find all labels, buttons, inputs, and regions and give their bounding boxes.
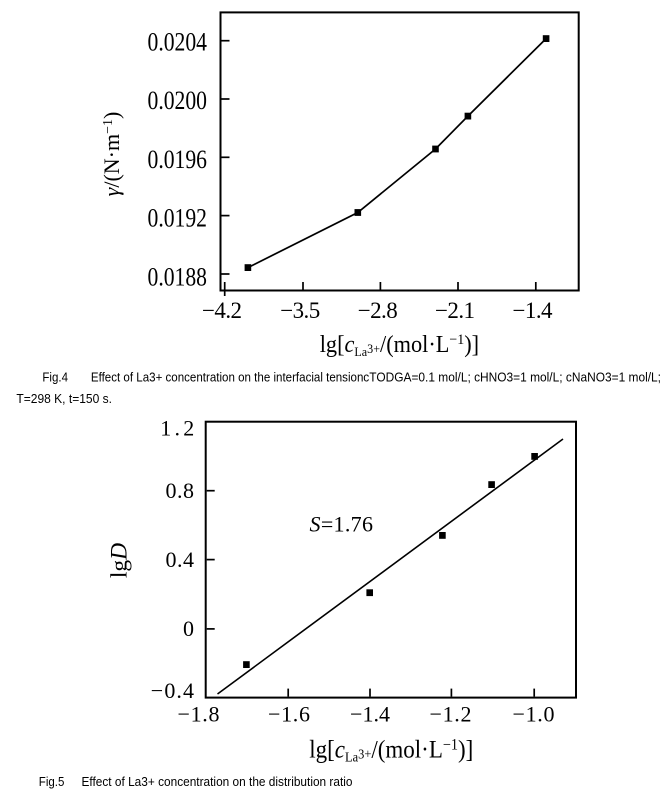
svg-text:lg[cLa3+/(mol·L−1)]: lg[cLa3+/(mol·L−1)] [320, 331, 479, 359]
svg-text:γ/(N·m−1): γ/(N·m−1) [99, 112, 124, 197]
svg-text:cTODGA=0.1 mol/L; cHNO3=1 mol/: cTODGA=0.1 mol/L; cHNO3=1 mol/L; cNaNO3=… [363, 371, 661, 385]
svg-text:−2.1: −2.1 [435, 298, 475, 323]
svg-text:−3.5: −3.5 [280, 298, 320, 323]
svg-text:−1.8: −1.8 [178, 702, 220, 727]
svg-text:S=1.76: S=1.76 [310, 512, 374, 537]
svg-text:0.8: 0.8 [166, 478, 195, 503]
svg-text:−4.2: −4.2 [202, 298, 242, 323]
svg-text:−0.4: −0.4 [151, 678, 194, 703]
svg-text:−1.4: −1.4 [513, 298, 554, 323]
svg-text:−1.6: −1.6 [268, 702, 310, 727]
svg-text:lgD: lgD [106, 543, 132, 578]
svg-text:Fig.5: Fig.5 [39, 775, 65, 789]
svg-text:1.2: 1.2 [160, 416, 194, 441]
svg-text:0.0188: 0.0188 [148, 263, 208, 292]
svg-text:Fig.4: Fig.4 [42, 371, 68, 385]
svg-text:−1.2: −1.2 [430, 702, 472, 727]
svg-text:0.0192: 0.0192 [148, 204, 208, 233]
svg-text:0.0204: 0.0204 [148, 27, 208, 56]
svg-text:0.4: 0.4 [166, 547, 195, 572]
svg-text:0.0200: 0.0200 [148, 86, 208, 115]
svg-text:Effect of La3+ concentration o: Effect of La3+ concentration on the dist… [82, 775, 353, 789]
svg-text:0.0196: 0.0196 [148, 145, 208, 174]
svg-text:−1.0: −1.0 [513, 702, 555, 727]
svg-text:lg[cLa3+/(mol·L−1)]: lg[cLa3+/(mol·L−1)] [309, 737, 473, 765]
svg-text:0: 0 [183, 616, 194, 641]
svg-text:T=298 K, t=150 s.: T=298 K, t=150 s. [16, 392, 112, 406]
svg-text:−1.4: −1.4 [350, 702, 390, 727]
svg-text:Effect of La3+ concentration o: Effect of La3+ concentration on the inte… [91, 371, 364, 385]
svg-text:−2.8: −2.8 [358, 298, 398, 323]
